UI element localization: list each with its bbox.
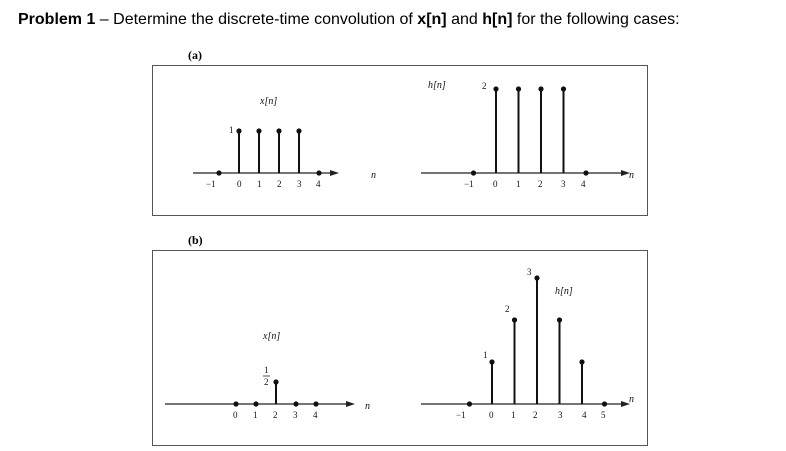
x-b-sample-point xyxy=(273,379,279,385)
h-b-tick: 4 xyxy=(582,410,587,420)
h-b-tick: 1 xyxy=(511,410,516,420)
problem-number: Problem 1 xyxy=(18,11,96,28)
h-b-value-label-3: 3 xyxy=(527,267,532,277)
x-b-value-den: 2 xyxy=(264,377,269,387)
h-b-sample-point xyxy=(511,317,518,323)
x-a-tick: 2 xyxy=(277,179,282,189)
h-a-value-label: 2 xyxy=(482,81,487,91)
x-a-tick: 0 xyxy=(237,179,242,189)
h-a-axis-label: n xyxy=(629,170,634,181)
part-a-label: (a) xyxy=(188,48,202,62)
x-a-sample-point xyxy=(236,128,242,134)
x-a-axis-label: n xyxy=(371,170,376,181)
part-b-label: (b) xyxy=(188,233,203,247)
panel-a-figure: n x[n] 1 −1 0 1 2 3 4 n h[n] 2 −1 0 1 2 xyxy=(193,80,634,189)
h-b-tick: 3 xyxy=(558,410,563,420)
x-a-tick: 1 xyxy=(257,179,262,189)
x-b-sample-point xyxy=(313,401,319,407)
x-b-tick: 4 xyxy=(313,410,318,420)
h-a-tick: 2 xyxy=(538,179,543,189)
x-b-axis-arrow xyxy=(346,401,355,407)
x-b-axis-label: n xyxy=(365,401,370,412)
x-a-tick: 4 xyxy=(316,179,321,189)
h-signal-name: h[n] xyxy=(482,11,513,28)
x-a-signal-label: x[n] xyxy=(259,96,277,107)
h-b-signal-label: h[n] xyxy=(555,286,573,297)
problem-statement: Problem 1 – Determine the discrete-time … xyxy=(18,11,680,29)
x-b-tick: 0 xyxy=(233,410,238,420)
panel-b-figure: n x[n] 1 2 0 1 2 3 4 n h[n] 1 2 3 −1 0 xyxy=(165,267,634,420)
h-a-tick: 3 xyxy=(561,179,566,189)
h-a-tick: 4 xyxy=(581,179,586,189)
x-a-sample-point xyxy=(256,128,262,134)
x-b-tick: 2 xyxy=(273,410,278,420)
x-a-value-label: 1 xyxy=(229,125,234,135)
h-b-sample-point xyxy=(534,275,540,281)
h-b-value-label-2: 2 xyxy=(505,304,510,314)
x-a-sample-point xyxy=(316,170,322,176)
h-b-axis-arrow xyxy=(621,401,630,407)
x-a-tick: −1 xyxy=(206,179,216,189)
h-a-sample-point xyxy=(560,86,567,92)
h-a-tick: 1 xyxy=(516,179,521,189)
panel-a: n x[n] 1 −1 0 1 2 3 4 n h[n] 2 −1 0 1 2 xyxy=(152,65,648,216)
x-a-sample-point xyxy=(216,170,222,176)
x-plot-b: n x[n] 1 2 0 1 2 3 4 xyxy=(165,331,370,420)
h-b-sample-point xyxy=(601,401,608,407)
h-a-tick: −1 xyxy=(464,179,474,189)
h-a-sample-point xyxy=(470,170,477,176)
h-b-sample-point xyxy=(579,359,585,365)
x-a-axis-arrow xyxy=(330,170,339,176)
h-b-tick: 2 xyxy=(533,410,538,420)
h-b-value-label-1: 1 xyxy=(483,350,488,360)
h-plot-a: n h[n] 2 −1 0 1 2 3 4 xyxy=(421,80,634,189)
h-a-sample-point xyxy=(493,86,499,92)
x-plot-a: n x[n] 1 −1 0 1 2 3 4 xyxy=(193,96,376,189)
problem-suffix: for the following cases: xyxy=(512,11,680,28)
panel-b: n x[n] 1 2 0 1 2 3 4 n h[n] 1 2 3 −1 0 xyxy=(152,250,648,446)
x-b-tick: 3 xyxy=(293,410,298,420)
x-b-signal-label: x[n] xyxy=(262,331,280,342)
x-b-sample-point xyxy=(233,401,239,407)
x-b-sample-point xyxy=(293,401,299,407)
x-a-sample-point xyxy=(296,128,302,134)
h-b-axis-label: n xyxy=(629,394,634,405)
h-a-axis-arrow xyxy=(621,170,630,176)
h-a-sample-point xyxy=(515,86,522,92)
x-a-sample-point xyxy=(276,128,282,134)
x-b-value-num: 1 xyxy=(264,365,269,375)
h-b-tick: 0 xyxy=(489,410,494,420)
h-plot-b: n h[n] 1 2 3 −1 0 1 2 3 4 5 xyxy=(421,267,634,420)
h-a-sample-point xyxy=(538,86,544,92)
problem-text: – Determine the discrete-time convolutio… xyxy=(95,11,418,28)
x-a-tick: 3 xyxy=(297,179,302,189)
x-b-sample-point xyxy=(253,401,259,407)
x-b-tick: 1 xyxy=(253,410,258,420)
h-b-sample-point xyxy=(466,401,473,407)
h-b-tick: −1 xyxy=(456,410,466,420)
h-b-sample-point xyxy=(489,359,495,365)
h-a-sample-point xyxy=(583,170,589,176)
h-b-sample-point xyxy=(556,317,563,323)
problem-and: and xyxy=(446,11,483,28)
h-a-signal-label: h[n] xyxy=(428,80,446,91)
x-signal-name: x[n] xyxy=(417,11,447,28)
h-a-tick: 0 xyxy=(493,179,498,189)
h-b-tick: 5 xyxy=(601,410,606,420)
